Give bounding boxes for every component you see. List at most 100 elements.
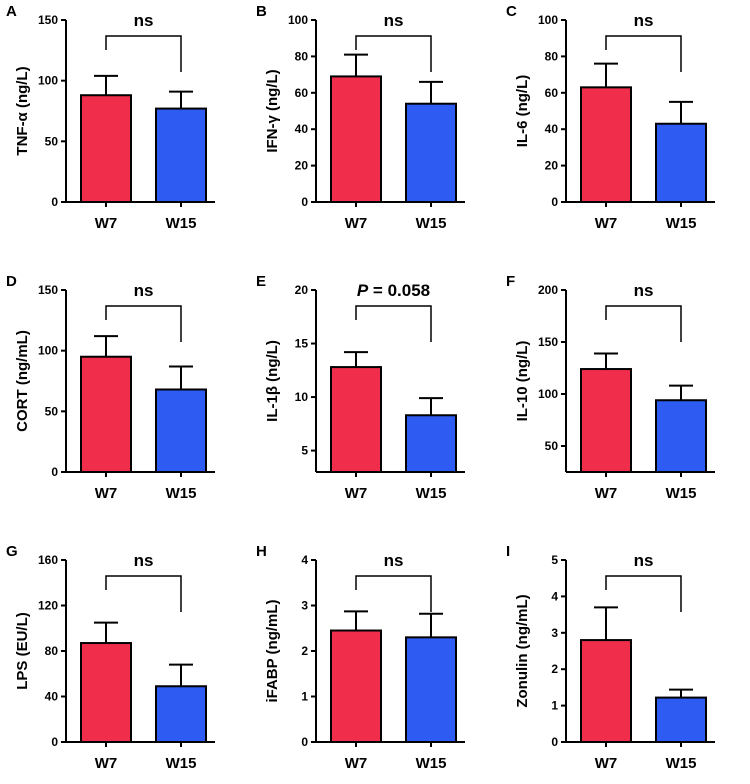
bar-w7 bbox=[580, 368, 632, 473]
y-tick-label: 100 bbox=[38, 344, 58, 358]
category-label-w7: W7 bbox=[95, 485, 118, 502]
y-tick-label: 40 bbox=[295, 122, 309, 136]
category-label-w15: W15 bbox=[166, 755, 197, 772]
panel-letter: A bbox=[6, 3, 17, 20]
y-axis-label: TNF-α (ng/L) bbox=[14, 66, 31, 155]
y-tick-label: 100 bbox=[288, 13, 308, 27]
panel-letter: H bbox=[256, 543, 267, 560]
significance-label: ns bbox=[134, 11, 154, 30]
category-label-w15: W15 bbox=[666, 215, 697, 232]
bar-w15 bbox=[155, 388, 207, 473]
significance-bracket bbox=[605, 305, 682, 342]
significance-label: ns bbox=[134, 281, 154, 300]
y-tick-label: 5 bbox=[301, 444, 308, 458]
y-tick-label: 50 bbox=[45, 404, 59, 418]
y-tick-label: 0 bbox=[551, 735, 558, 749]
y-axis-label: CORT (ng/mL) bbox=[14, 330, 31, 432]
significance-bracket bbox=[355, 305, 432, 342]
y-axis-label: IL-6 (ng/L) bbox=[514, 75, 531, 147]
y-tick-label: 150 bbox=[38, 13, 58, 27]
significance-label: ns bbox=[634, 11, 654, 30]
y-tick-label: 2 bbox=[551, 662, 558, 676]
y-tick-label: 50 bbox=[45, 134, 59, 148]
panel-i: I Zonulin (ng/mL) 0 1 2 3 4 5 W7 W15 ns bbox=[506, 543, 715, 772]
panel-letter: D bbox=[6, 273, 17, 290]
y-tick-label: 40 bbox=[45, 690, 59, 704]
y-tick-label: 20 bbox=[295, 159, 309, 173]
category-label-w7: W7 bbox=[345, 485, 368, 502]
y-tick-label: 5 bbox=[551, 553, 558, 567]
panel-g: G LPS (EU/L) 0 40 80 120 160 W7 W15 ns bbox=[6, 543, 215, 772]
y-tick-label: 80 bbox=[295, 49, 309, 63]
significance-label: ns bbox=[634, 281, 654, 300]
y-tick-label: 0 bbox=[51, 465, 58, 479]
category-label-w15: W15 bbox=[666, 485, 697, 502]
y-tick-label: 0 bbox=[301, 735, 308, 749]
y-tick-label: 160 bbox=[38, 553, 58, 567]
bar-w7 bbox=[580, 86, 632, 203]
panel-letter: G bbox=[6, 543, 18, 560]
category-label-w15: W15 bbox=[416, 485, 447, 502]
category-label-w15: W15 bbox=[416, 215, 447, 232]
category-label-w7: W7 bbox=[595, 485, 618, 502]
category-label-w7: W7 bbox=[95, 215, 118, 232]
y-tick-label: 2 bbox=[301, 644, 308, 658]
y-tick-label: 50 bbox=[545, 439, 559, 453]
y-tick-label: 1 bbox=[301, 690, 308, 704]
significance-label: P = 0.058 bbox=[357, 281, 430, 300]
significance-bracket bbox=[105, 305, 182, 342]
bar-w15 bbox=[155, 685, 207, 743]
significance-label: ns bbox=[384, 551, 404, 570]
y-tick-label: 100 bbox=[38, 74, 58, 88]
bar-w7 bbox=[330, 75, 382, 203]
significance-bracket bbox=[355, 575, 432, 612]
significance-bracket bbox=[605, 575, 682, 612]
y-tick-label: 0 bbox=[51, 735, 58, 749]
panel-letter: C bbox=[506, 3, 517, 20]
y-tick-label: 40 bbox=[545, 122, 559, 136]
y-tick-label: 60 bbox=[545, 86, 559, 100]
y-tick-label: 4 bbox=[301, 553, 308, 567]
panel-f: F IL-10 (ng/L) 50 100 150 200 W7 W15 ns bbox=[506, 273, 715, 502]
category-label-w7: W7 bbox=[595, 755, 618, 772]
p-symbol: P bbox=[357, 281, 369, 300]
panel-letter: F bbox=[506, 273, 515, 290]
bar-w7 bbox=[80, 94, 132, 203]
bar-w7 bbox=[330, 366, 382, 473]
significance-bracket bbox=[105, 575, 182, 612]
panel-a: A TNF-α (ng/L) 0 50 100 150 W7 W15 ns bbox=[6, 3, 215, 232]
y-tick-label: 1 bbox=[551, 699, 558, 713]
y-tick-label: 120 bbox=[38, 599, 58, 613]
panel-c: C IL-6 (ng/L) 0 20 40 60 80 100 W7 W15 ns bbox=[506, 3, 715, 232]
y-tick-label: 150 bbox=[38, 283, 58, 297]
significance-bracket bbox=[605, 35, 682, 72]
significance-label: ns bbox=[634, 551, 654, 570]
panel-e: E IL-1β (ng/L) 5 10 15 20 W7 W15 P = 0.058 bbox=[256, 273, 465, 502]
category-label-w7: W7 bbox=[345, 215, 368, 232]
bar-w7 bbox=[330, 629, 382, 743]
y-axis-label: IFN-γ (ng/L) bbox=[264, 69, 281, 152]
bar-w15 bbox=[155, 107, 207, 203]
y-tick-label: 100 bbox=[538, 387, 558, 401]
y-tick-label: 80 bbox=[45, 644, 59, 658]
bar-w15 bbox=[405, 636, 457, 743]
bar-w15 bbox=[655, 696, 707, 743]
category-label-w15: W15 bbox=[166, 215, 197, 232]
panel-b: B IFN-γ (ng/L) 0 20 40 60 80 100 W7 W15 ns bbox=[256, 3, 465, 232]
y-tick-label: 60 bbox=[295, 86, 309, 100]
y-tick-label: 0 bbox=[551, 195, 558, 209]
y-tick-label: 150 bbox=[538, 335, 558, 349]
significance-bracket bbox=[105, 35, 182, 72]
category-label-w15: W15 bbox=[416, 755, 447, 772]
panel-letter: I bbox=[506, 543, 510, 560]
bar-w15 bbox=[655, 122, 707, 203]
y-axis-label: IL-1β (ng/L) bbox=[264, 340, 281, 422]
y-tick-label: 20 bbox=[545, 159, 559, 173]
category-label-w7: W7 bbox=[595, 215, 618, 232]
p-value: = 0.058 bbox=[368, 281, 430, 300]
panel-letter: E bbox=[256, 273, 266, 290]
bar-w7 bbox=[80, 642, 132, 743]
bar-w15 bbox=[405, 414, 457, 473]
